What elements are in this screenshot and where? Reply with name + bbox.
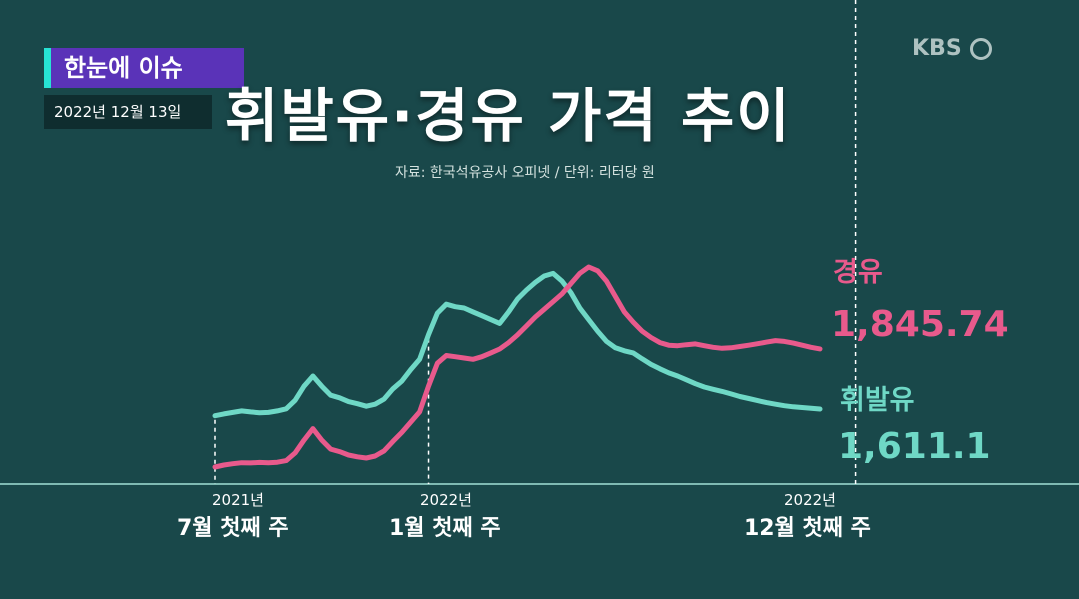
series-line-diesel xyxy=(212,264,823,470)
broadcast-date: 2022년 12월 13일 xyxy=(54,103,182,121)
legend-gasoline-name: 휘발유 xyxy=(840,385,915,416)
tick-year-2: 2022년 xyxy=(420,491,472,509)
tick-week-3: 12월 첫째 주 xyxy=(744,516,871,541)
tick-year-1: 2021년 xyxy=(212,491,264,509)
channel-2-icon xyxy=(970,38,992,60)
date-background xyxy=(44,95,212,129)
badge-background xyxy=(44,48,244,88)
chart-source: 자료: 한국석유공사 오피넷 / 단위: 리터당 원 xyxy=(395,165,655,181)
tick-year-3: 2022년 xyxy=(784,491,836,509)
legend-gasoline-value: 1,611.1 xyxy=(838,426,991,467)
legend-diesel-value: 1,845.74 xyxy=(831,304,1009,345)
badge-label: 한눈에 이슈 xyxy=(64,54,183,82)
chart-title: 휘발유·경유 가격 추이 xyxy=(225,82,792,150)
broadcaster-logo: KBS xyxy=(912,36,962,61)
legend-diesel-name: 경유 xyxy=(833,257,883,288)
tick-week-1: 7월 첫째 주 xyxy=(177,516,289,541)
tick-week-2: 1월 첫째 주 xyxy=(389,516,501,541)
series-line-gasoline xyxy=(212,270,823,419)
